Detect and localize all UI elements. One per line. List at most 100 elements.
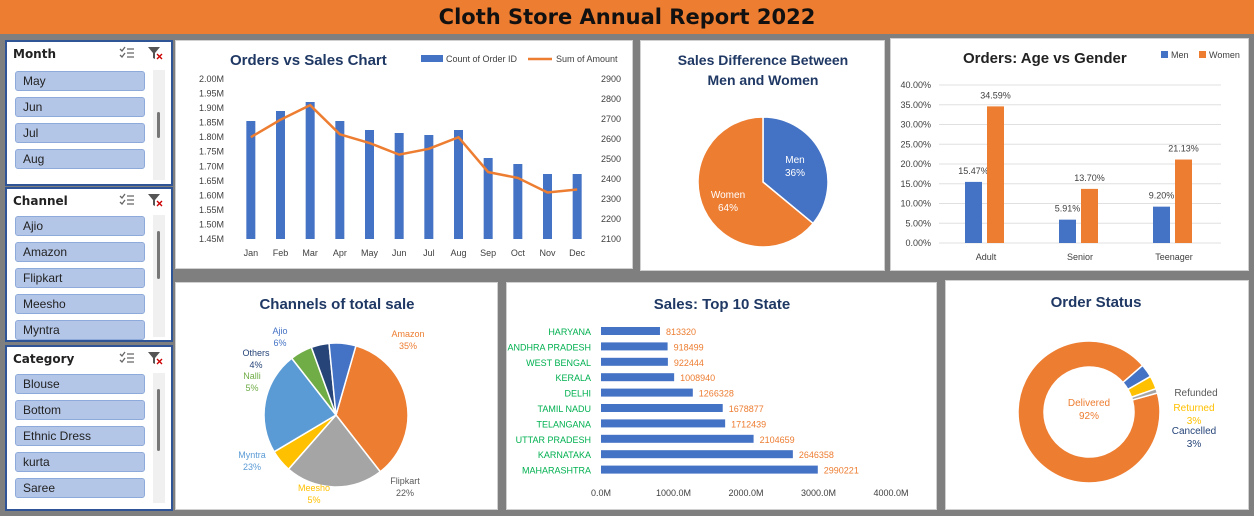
channel-slicer-scrollbar[interactable] bbox=[153, 215, 165, 337]
data-label: 1712439 bbox=[731, 419, 766, 429]
right-axis-tick: 2500 bbox=[601, 154, 621, 164]
category-slicer-scroll-thumb[interactable] bbox=[157, 389, 160, 451]
multi-select-icon[interactable] bbox=[119, 193, 135, 207]
left-axis-tick: 1.55M bbox=[199, 205, 224, 215]
x-axis-tick: Jan bbox=[244, 248, 259, 258]
state-label: WEST BENGAL bbox=[526, 358, 591, 368]
channel-slicer[interactable]: Channel Ajio Amazon Flipkart Meesho Myntra bbox=[5, 187, 173, 342]
data-label: 2104659 bbox=[760, 435, 795, 445]
data-label: 15.47% bbox=[958, 166, 989, 176]
state-bar bbox=[601, 327, 660, 335]
category-slicer-item[interactable]: Saree bbox=[15, 478, 145, 498]
legend-label-women: Women bbox=[1209, 50, 1240, 60]
state-label: DELHI bbox=[564, 389, 591, 399]
x-axis-tick: Jun bbox=[392, 248, 407, 258]
legend-swatch-men bbox=[1161, 51, 1168, 58]
x-axis-tick: Teenager bbox=[1155, 252, 1193, 262]
month-slicer-header: Month bbox=[13, 47, 57, 61]
month-slicer-item[interactable]: May bbox=[15, 71, 145, 91]
category-slicer-item[interactable]: Blouse bbox=[15, 374, 145, 394]
slice-label: Refunded bbox=[1174, 388, 1217, 399]
right-axis-tick: 2100 bbox=[601, 234, 621, 244]
orders-bar bbox=[365, 130, 374, 239]
slice-pct: 23% bbox=[243, 462, 261, 472]
month-slicer-scrollbar[interactable] bbox=[153, 70, 165, 180]
month-slicer-item[interactable]: Jun bbox=[15, 97, 145, 117]
right-axis-tick: 2300 bbox=[601, 194, 621, 204]
left-axis-tick: 1.65M bbox=[199, 176, 224, 186]
orders-bar bbox=[483, 158, 493, 239]
category-slicer-item[interactable]: kurta bbox=[15, 452, 145, 472]
category-slicer-item[interactable]: Ethnic Dress bbox=[15, 426, 145, 446]
x-axis-tick: Adult bbox=[976, 252, 997, 262]
slice-label: Myntra bbox=[238, 450, 266, 460]
data-label: 1008940 bbox=[680, 373, 715, 383]
slice-pct: 5% bbox=[245, 383, 258, 393]
clear-filter-icon[interactable] bbox=[147, 351, 163, 365]
slice-pct: 35% bbox=[399, 341, 417, 351]
state-label: TELANGANA bbox=[536, 419, 591, 429]
category-slicer[interactable]: Category Blouse Bottom Ethnic Dress kurta Sar… bbox=[5, 345, 173, 511]
pie-slice-amazon bbox=[335, 344, 409, 473]
slice-pct: 4% bbox=[249, 360, 262, 370]
multi-select-icon[interactable] bbox=[119, 351, 135, 365]
slice-pct: 64% bbox=[718, 203, 738, 214]
state-bar bbox=[601, 357, 668, 366]
slice-label: Others bbox=[242, 348, 270, 358]
slice-label: Returned bbox=[1173, 403, 1214, 414]
multi-select-icon[interactable] bbox=[119, 46, 135, 60]
y-axis-tick: 40.00% bbox=[900, 80, 931, 90]
right-axis-tick: 2200 bbox=[601, 214, 621, 224]
month-slicer-scroll-thumb[interactable] bbox=[157, 112, 160, 138]
channel-slicer-scroll-thumb[interactable] bbox=[157, 231, 160, 279]
month-slicer-item[interactable]: Aug bbox=[15, 149, 145, 169]
orders-bar bbox=[246, 121, 256, 239]
x-axis-tick: Apr bbox=[333, 248, 347, 258]
y-axis-tick: 25.00% bbox=[900, 139, 931, 149]
category-slicer-item[interactable]: Bottom bbox=[15, 400, 145, 420]
channel-slicer-item[interactable]: Myntra bbox=[15, 320, 145, 340]
slice-label: Flipkart bbox=[390, 476, 420, 486]
chart-title: Orders: Age vs Gender bbox=[963, 50, 1127, 67]
channel-slicer-item[interactable]: Flipkart bbox=[15, 268, 145, 288]
left-axis-tick: 1.50M bbox=[199, 219, 224, 229]
channel-slicer-item[interactable]: Meesho bbox=[15, 294, 145, 314]
legend-label-men: Men bbox=[1171, 50, 1189, 60]
x-axis-tick: 3000.0M bbox=[801, 488, 836, 498]
x-axis-tick: Sep bbox=[480, 248, 496, 258]
month-slicer-item[interactable]: Jul bbox=[15, 123, 145, 143]
category-slicer-scrollbar[interactable] bbox=[153, 373, 165, 503]
right-axis-tick: 2900 bbox=[601, 74, 621, 84]
pie-slice-ajio bbox=[328, 342, 357, 416]
y-axis-tick: 15.00% bbox=[900, 179, 931, 189]
channel-slicer-item[interactable]: Amazon bbox=[15, 242, 145, 262]
x-axis-tick: 2000.0M bbox=[728, 488, 763, 498]
left-axis-tick: 1.85M bbox=[199, 118, 224, 128]
gender-sales-panel: Sales Difference Between Men and Women Men… bbox=[640, 40, 885, 271]
chart-title: Sales Difference Between bbox=[678, 52, 848, 68]
slice-pct: 36% bbox=[785, 168, 805, 179]
left-axis-tick: 1.80M bbox=[199, 132, 224, 142]
month-slicer[interactable]: Month May Jun Jul Aug bbox=[5, 40, 173, 186]
y-axis-tick: 0.00% bbox=[905, 238, 931, 248]
age-bar-women bbox=[1081, 188, 1098, 243]
slice-pct: 22% bbox=[396, 488, 414, 498]
slice-label: Ajio bbox=[272, 326, 287, 336]
orders-bar bbox=[394, 133, 404, 239]
left-axis-tick: 2.00M bbox=[199, 74, 224, 84]
data-label: 2990221 bbox=[824, 466, 859, 476]
slice-pct: 3% bbox=[1187, 439, 1202, 450]
y-axis-tick: 30.00% bbox=[900, 120, 931, 130]
orders-bar bbox=[543, 174, 552, 239]
clear-filter-icon[interactable] bbox=[147, 193, 163, 207]
age-gender-panel: Orders: Age vs Gender Men Women 40.00% 35.00… bbox=[890, 38, 1249, 271]
x-axis-tick: Jul bbox=[423, 248, 435, 258]
x-axis-tick: Feb bbox=[273, 248, 289, 258]
clear-filter-icon[interactable] bbox=[147, 46, 163, 60]
state-bar bbox=[601, 388, 693, 397]
channel-slicer-item[interactable]: Ajio bbox=[15, 216, 145, 236]
age-gender-chart: Orders: Age vs Gender Men Women 40.00% 35.00… bbox=[900, 50, 1240, 262]
channel-slicer-header: Channel bbox=[13, 194, 68, 208]
right-axis-tick: 2700 bbox=[601, 114, 621, 124]
